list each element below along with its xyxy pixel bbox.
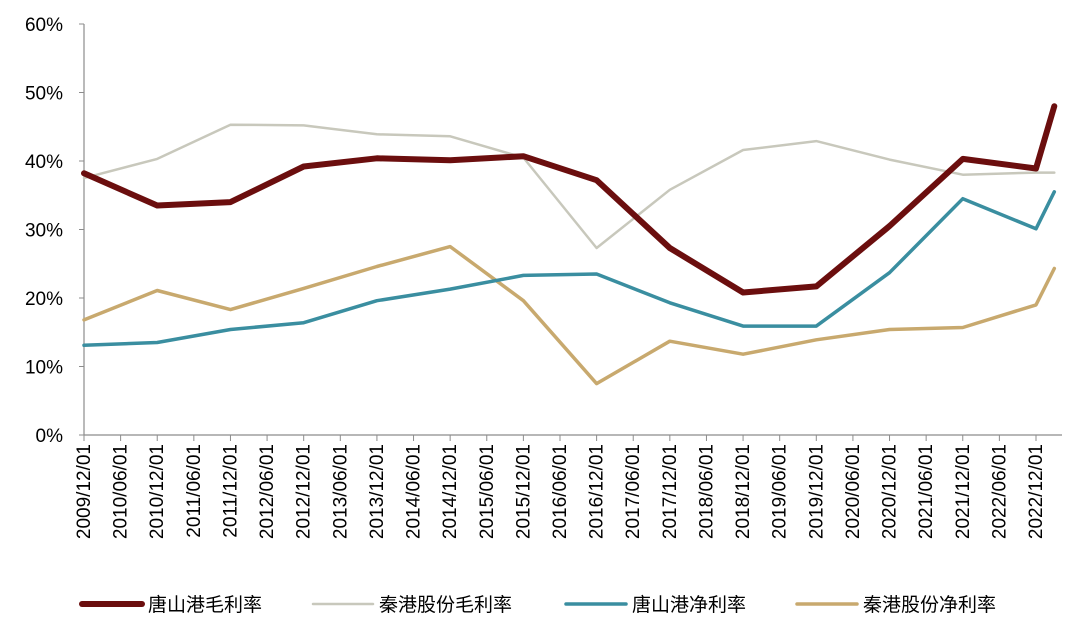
x-tick-label: 2018/12/01 <box>733 444 754 539</box>
x-tick-label: 2018/06/01 <box>696 444 717 539</box>
series-lines <box>84 106 1054 383</box>
x-tick-label: 2011/12/01 <box>220 444 241 538</box>
x-tick-label: 2015/06/01 <box>477 444 498 539</box>
series-line-1 <box>84 106 1054 292</box>
x-tick-label: 2021/12/01 <box>953 444 974 539</box>
x-tick-label: 2019/12/01 <box>806 444 827 539</box>
x-tick-label: 2012/12/01 <box>294 444 315 539</box>
series-line-2 <box>84 125 1054 248</box>
x-tick-label: 2014/06/01 <box>404 444 425 539</box>
y-tick-label: 10% <box>25 358 63 379</box>
x-tick-label: 2017/12/01 <box>660 444 681 539</box>
x-tick-label: 2013/06/01 <box>330 444 351 539</box>
x-tick-label: 2022/06/01 <box>989 444 1010 539</box>
y-tick-label: 20% <box>25 289 63 310</box>
x-tick-label: 2014/12/01 <box>440 444 461 539</box>
x-tick-label: 2010/12/01 <box>147 444 168 539</box>
y-tick-label: 50% <box>25 84 63 105</box>
y-tick-label: 60% <box>25 15 63 36</box>
legend-label: 秦港股份净利率 <box>863 594 996 616</box>
x-tick-label: 2012/06/01 <box>257 444 278 539</box>
legend: 唐山港毛利率 秦港股份毛利率 唐山港净利率 秦港股份净利率 <box>82 594 996 616</box>
x-tick-label: 2016/06/01 <box>550 444 571 539</box>
x-tick-label: 2011/06/01 <box>184 444 205 538</box>
x-tick-label: 2020/06/01 <box>843 444 864 539</box>
y-tick-label: 0% <box>36 426 64 447</box>
y-tick-label: 40% <box>25 152 63 173</box>
x-tick-label: 2017/06/01 <box>623 444 644 539</box>
x-tick-label: 2009/12/01 <box>74 444 95 539</box>
x-tick-label: 2015/12/01 <box>513 444 534 539</box>
x-tick-label: 2013/12/01 <box>367 444 388 539</box>
x-tick-label: 2021/06/01 <box>916 444 937 539</box>
y-axis: 0% 10% 20% 30% 40% 50% 60% <box>25 15 84 447</box>
x-tick-label: 2020/12/01 <box>880 444 901 539</box>
x-tick-label: 2019/06/01 <box>770 444 791 539</box>
x-tick-label: 2010/06/01 <box>111 444 132 539</box>
y-tick-label: 30% <box>25 221 63 242</box>
legend-label: 秦港股份毛利率 <box>379 594 512 616</box>
legend-label: 唐山港净利率 <box>632 594 746 616</box>
series-line-4 <box>84 247 1054 384</box>
x-tick-label: 2022/12/01 <box>1026 444 1047 539</box>
x-tick-label: 2016/12/01 <box>587 444 608 539</box>
x-axis: 2009/12/01 2010/06/01 2010/12/01 2011/06/01… <box>74 435 1062 539</box>
legend-label: 唐山港毛利率 <box>148 594 262 616</box>
